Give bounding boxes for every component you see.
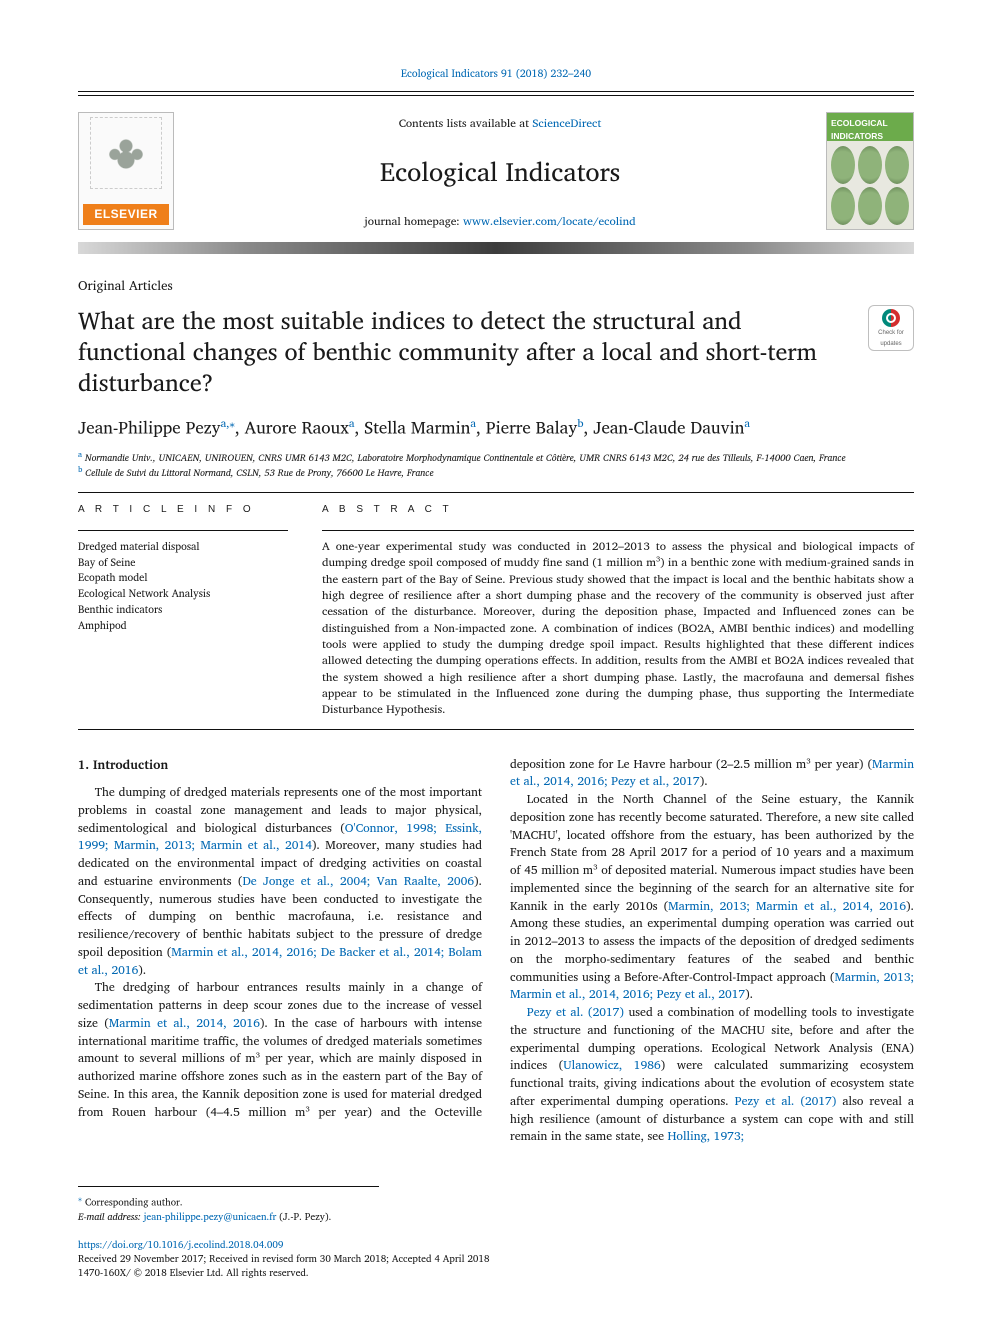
body-paragraph: Located in the North Channel of the Sein… — [510, 791, 914, 1004]
citation-link[interactable]: Ulanowicz, 1986 — [563, 1056, 661, 1075]
citation-link[interactable]: Holling, 1973; — [668, 1127, 745, 1146]
author-affil-sup[interactable]: a,⁎ — [221, 414, 235, 432]
journal-title: Ecological Indicators — [380, 154, 620, 192]
abstract-head: A B S T R A C T — [322, 503, 914, 518]
author-name: , Jean-Claude Dauvin — [583, 415, 744, 442]
body-columns: 1. Introduction The dumping of dredged m… — [78, 756, 914, 1147]
article-info-head: A R T I C L E I N F O — [78, 503, 288, 518]
citation-link[interactable]: De Jonge et al., 2004; Van Raalte, 2006 — [242, 872, 474, 891]
body-paragraph: Pezy et al. (2017) used a combination of… — [510, 1004, 914, 1146]
corresponding-author-note: ⁎ Corresponding author. — [78, 1193, 379, 1209]
article-title: What are the most suitable indices to de… — [78, 305, 848, 397]
author-name: , Pierre Balay — [476, 415, 577, 442]
rule — [78, 91, 914, 92]
homepage-prefix: journal homepage: — [364, 212, 463, 231]
affil-text: Cellule de Suivi du Littoral Normand, CS… — [82, 466, 433, 481]
article-history: Received 29 November 2017; Received in r… — [78, 1252, 914, 1266]
rule — [322, 530, 914, 531]
abstract-text: A one-year experimental study was conduc… — [322, 539, 914, 719]
citation-link[interactable]: Marmin, 2013; Marmin et al., 2014, 2016 — [668, 897, 906, 916]
journal-cover-thumbnail[interactable]: ECOLOGICAL INDICATORS — [826, 112, 914, 230]
homepage-line: journal homepage: www.elsevier.com/locat… — [364, 214, 635, 231]
publisher-logo[interactable]: ELSEVIER — [78, 112, 174, 230]
affil-text: Normandie Univ., UNICAEN, UNIROUEN, CNRS… — [82, 451, 846, 466]
author-name: , Stella Marmin — [355, 415, 471, 442]
contents-line: Contents lists available at ScienceDirec… — [399, 116, 602, 133]
crossmark-label: updates — [880, 340, 901, 349]
abstract-panel: A B S T R A C T A one-year experimental … — [322, 503, 914, 718]
author-name: Jean-Philippe Pezy — [78, 415, 221, 442]
contents-prefix: Contents lists available at — [399, 114, 533, 133]
email-line: E-mail address: jean-philippe.pezy@unica… — [78, 1210, 379, 1224]
keyword: Amphipod — [78, 618, 288, 634]
email-suffix: (J.-P. Pezy). — [276, 1209, 331, 1225]
rule — [78, 530, 288, 531]
rule — [78, 492, 914, 493]
cover-grid-icon — [831, 146, 909, 225]
cover-title: ECOLOGICAL INDICATORS — [831, 117, 909, 142]
elsevier-tree-icon — [90, 117, 162, 189]
crossmark-button[interactable]: Check for updates — [868, 305, 914, 351]
citation-link[interactable]: Pezy et al. (2017) — [735, 1092, 837, 1111]
footnotes: ⁎ Corresponding author. E-mail address: … — [78, 1186, 379, 1224]
gradient-divider — [78, 242, 914, 254]
masthead: ELSEVIER Contents lists available at Sci… — [78, 106, 914, 238]
author-name: , Aurore Raoux — [235, 415, 349, 442]
crossmark-label: Check for — [878, 329, 904, 338]
article-type: Original Articles — [78, 276, 914, 295]
rule — [78, 729, 914, 730]
citation-link[interactable]: Pezy et al. (2017) — [527, 1003, 624, 1022]
copyright-line: 1470-160X/ © 2018 Elsevier Ltd. All righ… — [78, 1266, 914, 1280]
rule — [78, 95, 914, 96]
citation-link[interactable]: Marmin et al., 2014, 2016 — [109, 1014, 260, 1033]
crossmark-icon — [882, 309, 900, 327]
email-link[interactable]: jean-philippe.pezy@unicaen.fr — [144, 1209, 277, 1225]
author-affil-sup[interactable]: a — [744, 414, 750, 432]
article-info-panel: A R T I C L E I N F O Dredged material d… — [78, 503, 288, 718]
homepage-link[interactable]: www.elsevier.com/locate/ecolind — [463, 212, 636, 231]
affiliations: a Normandie Univ., UNICAEN, UNIROUEN, CN… — [78, 450, 914, 481]
sciencedirect-link[interactable]: ScienceDirect — [532, 114, 601, 133]
page-footer: https://doi.org/10.1016/j.ecolind.2018.0… — [78, 1238, 914, 1281]
keywords-list: Dredged material disposal Bay of Seine E… — [78, 539, 288, 634]
running-head: Ecological Indicators 91 (2018) 232–240 — [78, 66, 914, 81]
masthead-center: Contents lists available at ScienceDirec… — [188, 112, 812, 230]
section-heading: 1. Introduction — [78, 756, 482, 775]
authors-line: Jean-Philippe Pezya,⁎, Aurore Raoux a , St… — [78, 415, 914, 441]
publisher-name: ELSEVIER — [83, 204, 169, 225]
email-label: E-mail address: — [78, 1209, 144, 1225]
body-paragraph: The dumping of dredged materials represe… — [78, 784, 482, 979]
running-head-link[interactable]: Ecological Indicators 91 (2018) 232–240 — [401, 64, 591, 82]
